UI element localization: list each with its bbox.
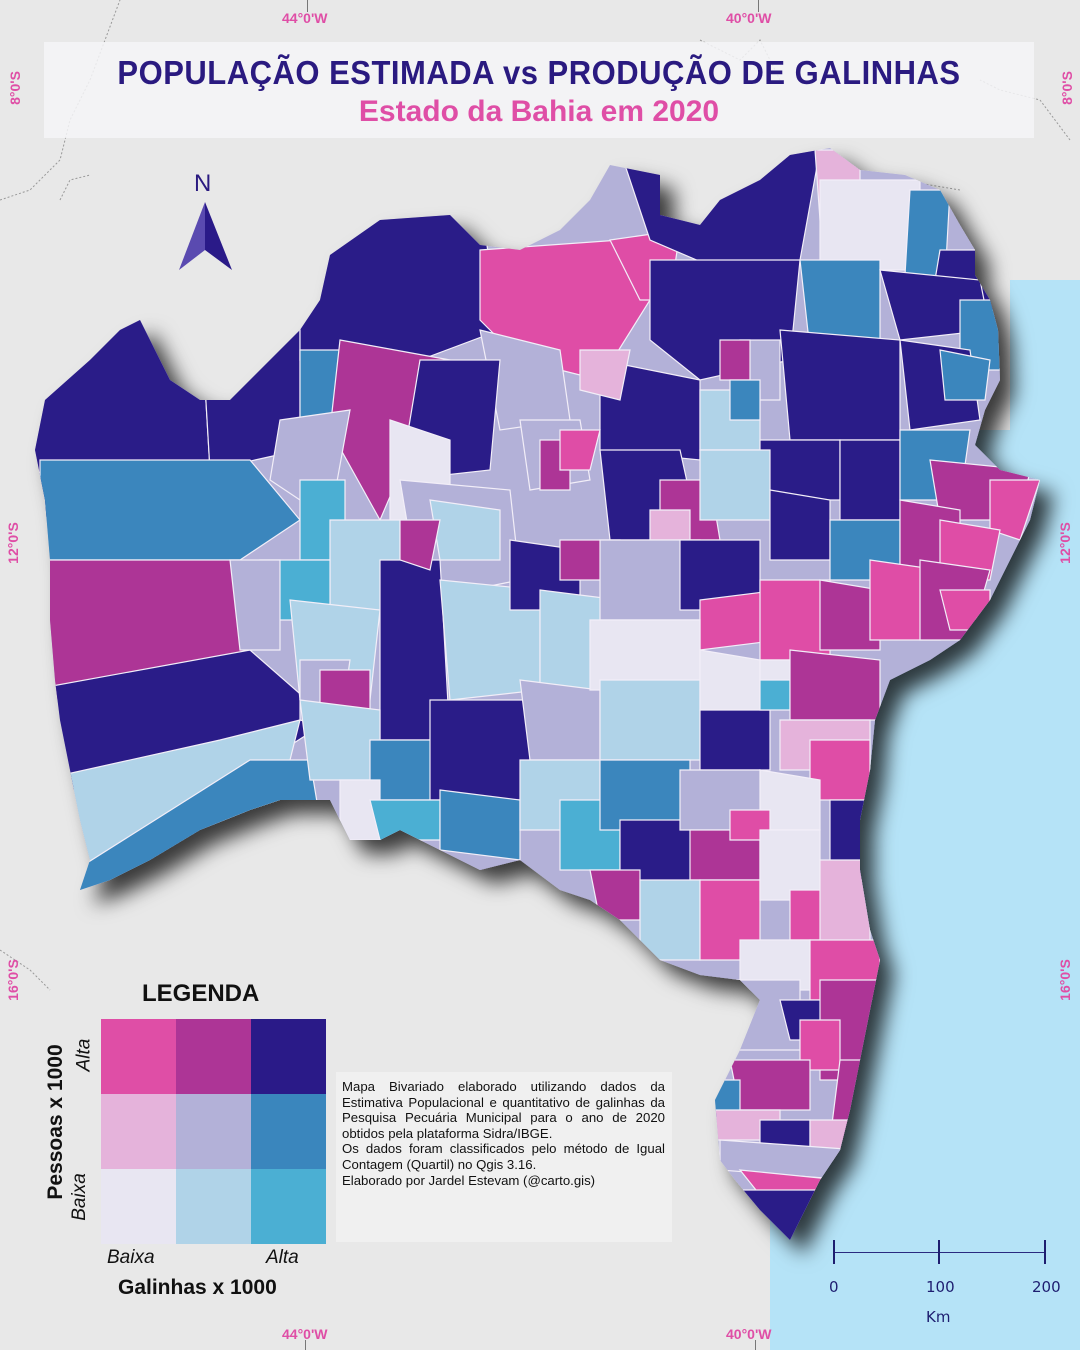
graticule-tick (307, 0, 308, 12)
scale-unit: Km (926, 1308, 951, 1326)
legend-cell-pop-high-gal-mid (176, 1019, 251, 1094)
graticule-tick (758, 0, 759, 12)
north-arrow-icon (179, 202, 232, 270)
scale-label-200: 200 (1032, 1278, 1061, 1296)
north-arrow: N (176, 170, 236, 280)
legend-cell-pop-low-gal-high (251, 1169, 326, 1244)
legend-cell-pop-low-gal-low (101, 1169, 176, 1244)
legend-x-axis-label: Galinhas x 1000 (118, 1276, 277, 1299)
methodology-note: Mapa Bivariado elaborado utilizando dado… (336, 1072, 672, 1242)
scale-label-0: 0 (829, 1278, 839, 1296)
legend-y-axis-label: Pessoas x 1000 (44, 1044, 67, 1200)
scale-tick (1044, 1240, 1046, 1264)
title-panel: POPULAÇÃO ESTIMADA vs PRODUÇÃO DE GALINH… (44, 42, 1034, 138)
legend-cell-pop-mid-gal-high (251, 1094, 326, 1169)
note-line: Elaborado por Jardel Estevam (@carto.gis… (342, 1172, 596, 1188)
legend-x-low: Baixa (107, 1247, 155, 1268)
legend-cell-pop-high-gal-high (251, 1019, 326, 1094)
ocean (1010, 280, 1080, 480)
note-line: Mapa Bivariado elaborado utilizando dado… (342, 1079, 665, 1141)
graticule-tick (305, 1340, 306, 1350)
latitude-label-right-12s: 12°0'S (1056, 522, 1073, 564)
longitude-label-top-40w: 40°0'W (726, 10, 772, 26)
scale-bar: 0 100 200 Km (826, 1236, 1061, 1336)
latitude-label-left-16s: 16°0'S (4, 959, 21, 1001)
north-label: N (194, 170, 212, 197)
longitude-label-bottom-44w: 44°0'W (282, 1326, 328, 1342)
latitude-label-right-8s: 8°0'S (1058, 71, 1075, 105)
legend-cell-pop-low-gal-mid (176, 1169, 251, 1244)
longitude-label-top-44w: 44°0'W (282, 10, 328, 26)
legend-y-high: Alta (73, 1038, 95, 1072)
latitude-label-left-12s: 12°0'S (4, 522, 21, 564)
scale-bar-line (834, 1252, 1046, 1253)
graticule-tick (755, 1340, 756, 1350)
legend-y-low: Baixa (68, 1173, 90, 1221)
scale-label-100: 100 (926, 1278, 955, 1296)
map-title: POPULAÇÃO ESTIMADA vs PRODUÇÃO DE GALINH… (117, 53, 961, 92)
scale-tick (833, 1240, 835, 1264)
latitude-label-left-8s: 8°0'S (6, 71, 23, 105)
bivariate-legend-grid (101, 1019, 326, 1244)
legend-title: LEGENDA (142, 980, 260, 1007)
legend-cell-pop-high-gal-low (101, 1019, 176, 1094)
legend-cell-pop-mid-gal-low (101, 1094, 176, 1169)
latitude-label-right-16s: 16°0'S (1056, 959, 1073, 1001)
map-subtitle: Estado da Bahia em 2020 (358, 95, 720, 128)
longitude-label-bottom-40w: 40°0'W (726, 1326, 772, 1342)
legend-x-high: Alta (266, 1247, 299, 1268)
legend-cell-pop-mid-gal-mid (176, 1094, 251, 1169)
note-line: Os dados foram classificados pelo método… (342, 1141, 665, 1172)
scale-tick (938, 1240, 940, 1264)
